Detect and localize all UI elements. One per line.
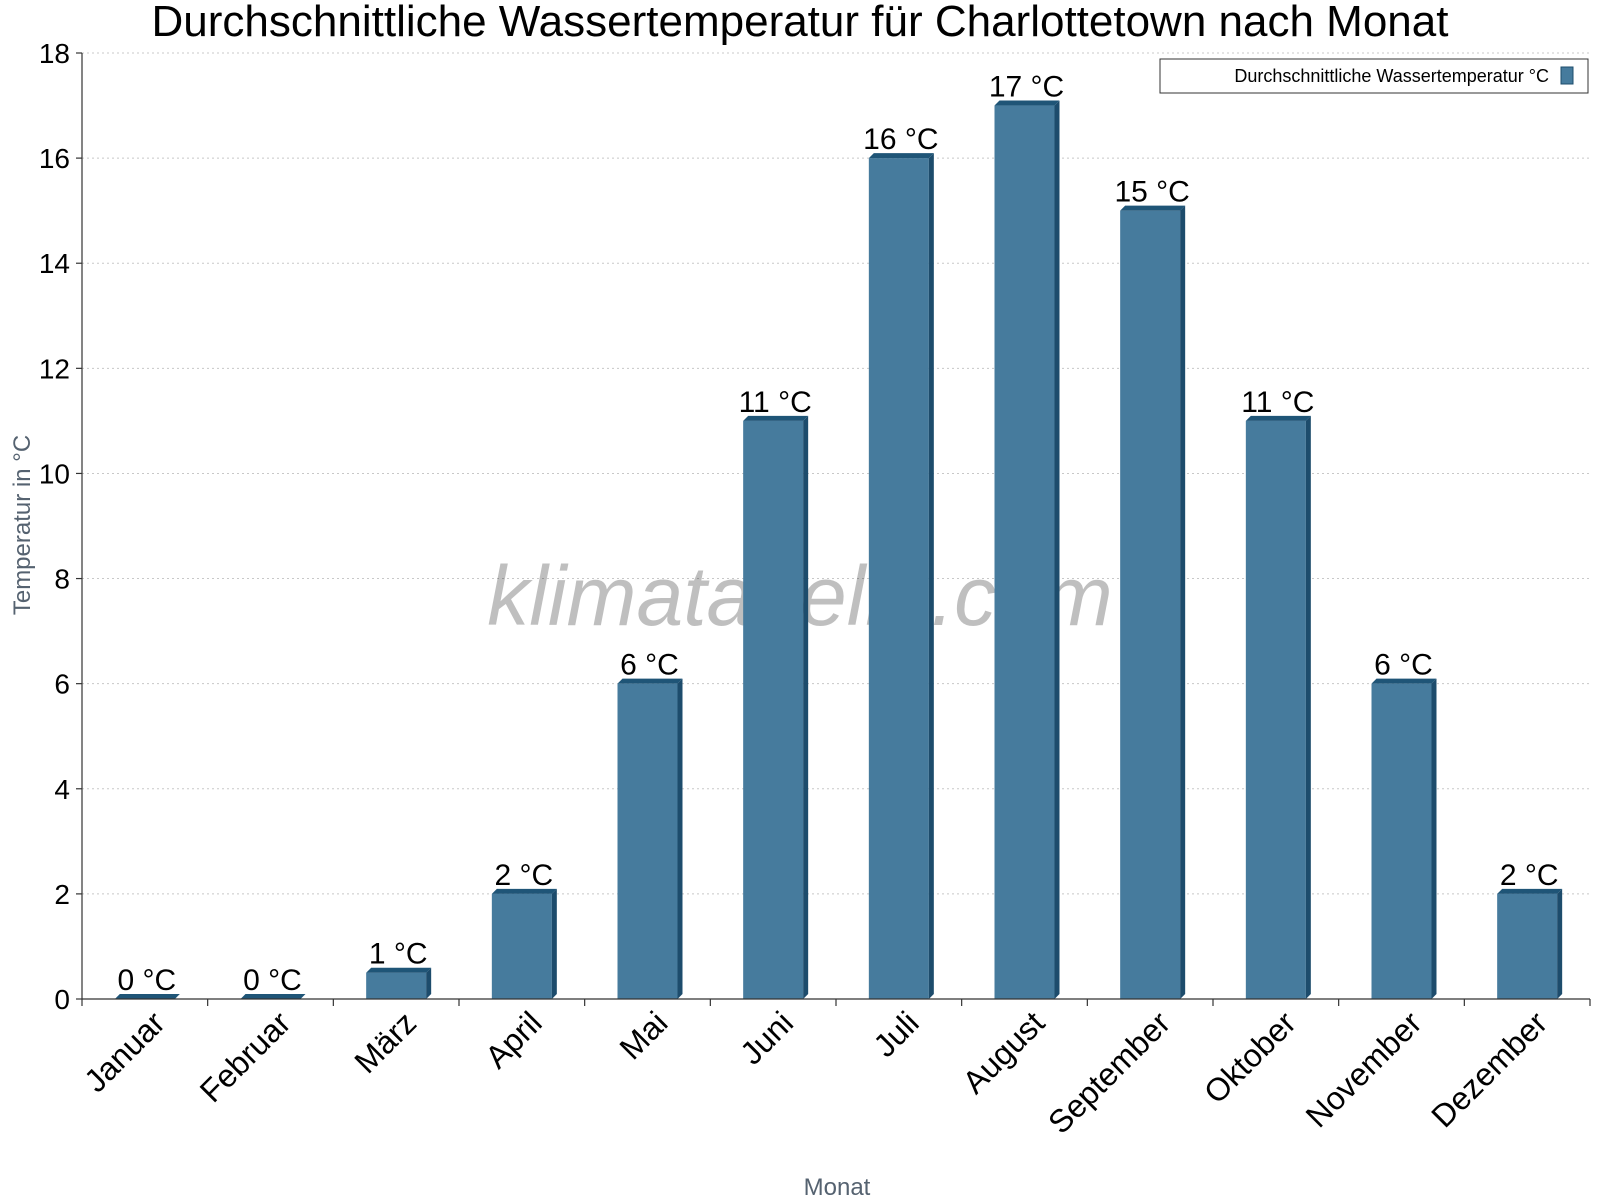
y-tick-label: 12 <box>39 353 70 384</box>
bar-top <box>868 153 934 159</box>
bar-juni: 11 °C <box>739 386 812 999</box>
x-tick-label: November <box>1299 1004 1429 1134</box>
bar-top <box>240 994 306 999</box>
bar-value-label: 15 °C <box>1114 176 1189 209</box>
bar-side <box>1557 888 1563 999</box>
bar-top <box>994 100 1060 106</box>
y-tick-label: 14 <box>39 248 70 279</box>
bar-top <box>617 678 683 684</box>
y-tick-label: 2 <box>54 879 70 910</box>
bar-value-label: 17 °C <box>989 71 1064 104</box>
bar-value-label: 2 °C <box>1500 859 1559 892</box>
legend: Durchschnittliche Wassertemperatur °C <box>1159 58 1589 94</box>
x-tick-label: Januar <box>77 1004 172 1099</box>
bar-august: 17 °C <box>989 71 1064 1000</box>
bar-front <box>1245 420 1306 999</box>
bar-value-label: 16 °C <box>863 123 938 156</box>
bar-series: 0 °C 0 °C 1 °C 2 °C 6 °C 11 °C 16 °C 17 °C 15 °C… <box>114 71 1563 1000</box>
legend-swatch <box>1560 66 1574 85</box>
bar-mai: 6 °C <box>617 649 683 999</box>
bar-top <box>743 415 809 421</box>
y-tick-label: 6 <box>54 669 70 700</box>
bar-juli: 16 °C <box>863 123 939 1000</box>
y-tick-label: 10 <box>39 458 70 489</box>
bar-side <box>677 678 683 999</box>
y-axis-label: Temperatur in °C <box>9 435 36 615</box>
bar-top <box>366 967 432 973</box>
y-tick-label: 18 <box>39 38 70 69</box>
bar-februar: 0 °C <box>240 964 306 999</box>
bar-value-label: 6 °C <box>1374 649 1433 682</box>
bar-value-label: 11 °C <box>1241 386 1314 419</box>
x-tick-label: Juli <box>866 1004 925 1063</box>
bar-top <box>1245 415 1311 421</box>
bar-top <box>114 994 180 999</box>
x-tick-label: Februar <box>193 1004 298 1109</box>
bar-front <box>1120 210 1181 999</box>
bar-value-label: 6 °C <box>620 649 679 682</box>
bar-side <box>426 967 432 999</box>
x-tick-label: Mai <box>613 1004 675 1066</box>
bar-september: 15 °C <box>1114 176 1190 999</box>
y-tick-label: 16 <box>39 143 70 174</box>
bar-value-label: 2 °C <box>494 859 553 892</box>
bar-value-label: 0 °C <box>243 964 302 997</box>
bar-side <box>1054 100 1060 1000</box>
bar-front <box>617 683 678 999</box>
bar-top <box>491 888 557 894</box>
bar-front <box>743 420 804 999</box>
bar-value-label: 1 °C <box>369 938 428 971</box>
bar-top <box>1371 678 1437 684</box>
x-tick-label: Juni <box>733 1004 800 1071</box>
bar-januar: 0 °C <box>114 964 180 999</box>
y-tick-label: 4 <box>54 774 70 805</box>
y-axis-ticks: 0 2 4 6 8 10 12 14 16 18 <box>39 38 82 1015</box>
bar-value-label: 11 °C <box>739 386 812 419</box>
bar-side <box>928 153 934 1000</box>
x-tick-label: Oktober <box>1197 1004 1303 1110</box>
bar-front <box>1497 893 1558 999</box>
chart-title: Durchschnittliche Wassertemperatur für C… <box>152 0 1449 46</box>
bar-november: 6 °C <box>1371 649 1437 999</box>
bar-front <box>1371 683 1432 999</box>
y-tick-label: 0 <box>54 984 70 1015</box>
bar-dezember: 2 °C <box>1497 859 1563 999</box>
bar-top <box>1497 888 1563 894</box>
x-tick-label: April <box>478 1004 549 1075</box>
bar-top <box>1120 205 1186 211</box>
bar-oktober: 11 °C <box>1241 386 1314 999</box>
bar-side <box>803 415 809 999</box>
x-axis-label: Monat <box>804 1174 871 1200</box>
bar-front <box>491 893 552 999</box>
bar-value-label: 0 °C <box>117 964 176 997</box>
x-axis-ticks: Januar Februar März April Mai Juni Juli AugustS… <box>77 999 1591 1141</box>
x-tick-label: Dezember <box>1424 1004 1554 1134</box>
bar-front <box>366 972 427 999</box>
bar-side <box>1305 415 1311 999</box>
x-tick-label: August <box>956 1004 1052 1100</box>
bar-side <box>551 888 557 999</box>
grid-lines <box>82 52 1590 895</box>
y-tick-label: 8 <box>54 564 70 595</box>
x-tick-label: März <box>347 1004 423 1080</box>
legend-label: Durchschnittliche Wassertemperatur °C <box>1234 66 1549 86</box>
bar-april: 2 °C <box>491 859 557 999</box>
bar-side <box>1431 678 1437 999</box>
x-tick-label: September <box>1041 1004 1177 1140</box>
bar-märz: 1 °C <box>366 938 432 999</box>
bar-side <box>1180 205 1186 999</box>
bar-front <box>868 158 929 1000</box>
bar-front <box>994 105 1055 1000</box>
legend-box <box>1159 58 1589 94</box>
